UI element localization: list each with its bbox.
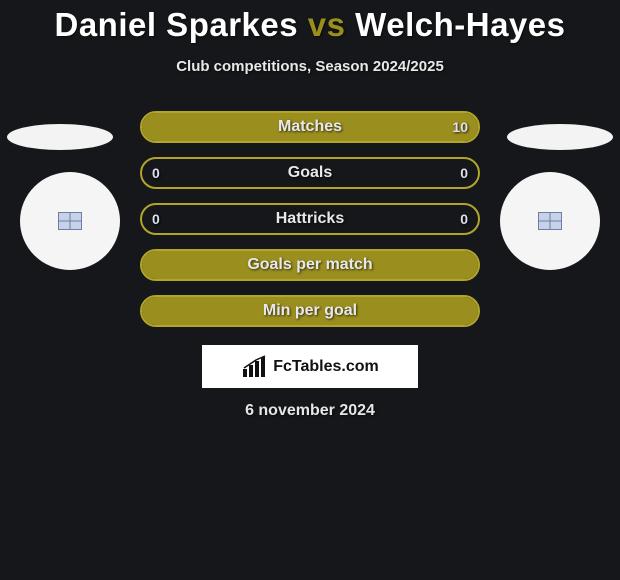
logo-text: FcTables.com (273, 358, 379, 376)
title-vs: vs (308, 6, 346, 43)
date-text: 6 november 2024 (0, 402, 620, 420)
stat-value-right: 10 (452, 119, 468, 135)
stat-label: Goals per match (247, 256, 372, 274)
stat-label: Goals (288, 164, 332, 182)
stats-container: 10 Matches 0 0 Goals 0 0 Hattricks Goals per mat… (0, 111, 620, 327)
stats-column: 10 Matches 0 0 Goals 0 0 Hattricks Goals per mat… (140, 111, 480, 327)
stat-value-left: 0 (152, 165, 160, 181)
stat-value-right: 0 (460, 165, 468, 181)
title-player2: Welch-Hayes (355, 6, 565, 43)
title-player1: Daniel Sparkes (54, 6, 298, 43)
logo-box: FcTables.com (202, 345, 418, 388)
stat-label: Matches (278, 118, 342, 136)
stat-value-right: 0 (460, 211, 468, 227)
stat-value-left: 0 (152, 211, 160, 227)
stat-row: Goals per match (140, 249, 480, 281)
bars-icon (241, 355, 269, 379)
stat-row: Min per goal (140, 295, 480, 327)
stat-row: 10 Matches (140, 111, 480, 143)
stat-label: Min per goal (263, 302, 357, 320)
page-title: Daniel Sparkes vs Welch-Hayes (0, 0, 620, 44)
stat-row: 0 0 Goals (140, 157, 480, 189)
stat-row: 0 0 Hattricks (140, 203, 480, 235)
stat-label: Hattricks (276, 210, 344, 228)
subtitle: Club competitions, Season 2024/2025 (0, 58, 620, 75)
